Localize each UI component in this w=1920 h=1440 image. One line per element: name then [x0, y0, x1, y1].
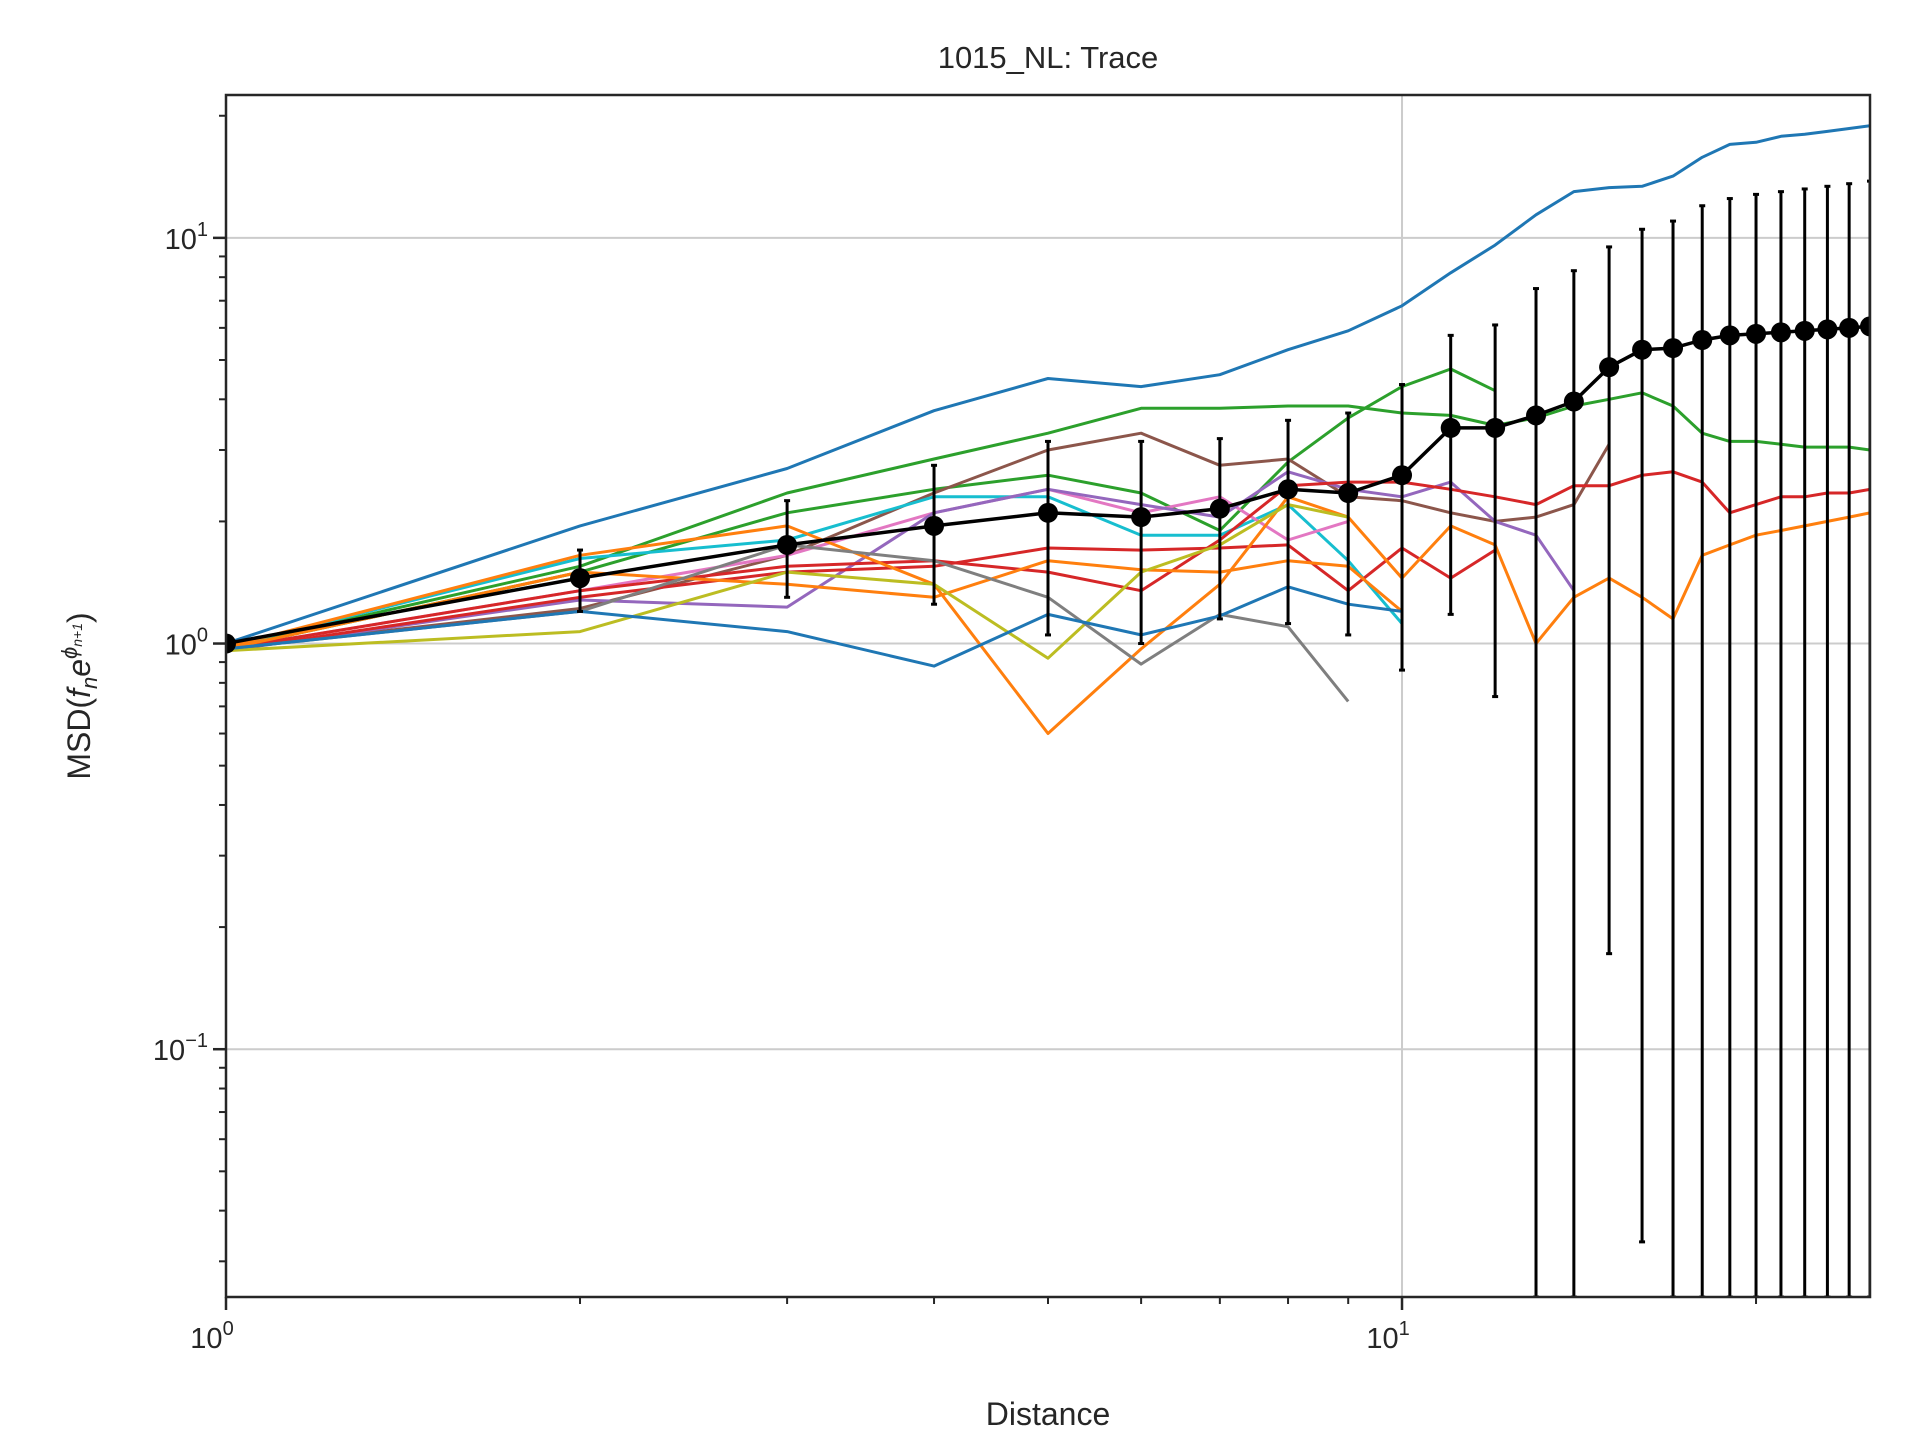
x-tick-label: 100 [190, 1318, 233, 1355]
y-tick-exponent: 1 [197, 219, 208, 241]
mean-point [1839, 317, 1860, 338]
ylabel-suffix: ) [61, 612, 97, 623]
ylabel-phi-sub: n+1 [69, 623, 85, 647]
series-line-9 [226, 543, 1496, 653]
mean-point [1719, 325, 1740, 346]
y-tick-exponent: 0 [197, 625, 208, 647]
mean-point [1485, 417, 1506, 438]
mean-point [1770, 322, 1791, 343]
y-tick-label: 101 [165, 219, 208, 256]
y-tick-exponent: −1 [185, 1030, 208, 1052]
mean-point [1746, 323, 1767, 344]
mean-point [226, 633, 236, 654]
x-tick-base: 10 [1366, 1323, 1398, 1355]
mean-point [1338, 483, 1359, 504]
mean-point [1663, 338, 1684, 359]
mean-point [1526, 405, 1547, 426]
mean-point [1794, 320, 1815, 341]
mean-point [1440, 417, 1461, 438]
mean-point [1392, 465, 1413, 486]
ylabel-e: e [61, 659, 97, 677]
mean-point [1817, 319, 1838, 340]
series-line-7 [226, 470, 1576, 653]
x-tick-base: 10 [190, 1323, 222, 1355]
mean-point [1563, 391, 1584, 412]
x-tick-exponent: 1 [1399, 1318, 1410, 1340]
x-axis-label: Distance [986, 1396, 1111, 1432]
mean-point [1632, 339, 1653, 360]
x-tick-exponent: 0 [223, 1318, 234, 1340]
y-tick-base: 10 [165, 224, 197, 256]
mean-point [1038, 502, 1058, 523]
mean-point [570, 568, 591, 589]
mean-point [1860, 316, 1870, 337]
chart-title: 1015_NL: Trace [938, 40, 1159, 75]
y-tick-base: 10 [165, 630, 197, 662]
y-tick-base: 10 [153, 1035, 185, 1067]
mean-point [1209, 498, 1230, 519]
mean-series-group [226, 179, 1870, 1297]
mean-point [1131, 507, 1152, 528]
ylabel-n: n [77, 677, 102, 689]
ylabel-prefix: MSD( [61, 698, 97, 780]
y-axis-label: MSD(fneϕn+1) [57, 612, 102, 779]
y-tick-label: 10−1 [153, 1030, 208, 1067]
mean-point [1599, 357, 1620, 378]
mean-point [777, 534, 798, 555]
series-line-12 [226, 503, 1349, 660]
mean-point [1692, 330, 1713, 351]
ylabel-phi: ϕ [57, 647, 82, 659]
x-tick-label: 101 [1366, 1318, 1409, 1355]
series-line-14 [226, 585, 1403, 668]
mean-point [1278, 479, 1299, 500]
mean-point [924, 515, 945, 536]
series-line-1 [226, 124, 1870, 645]
y-tick-label: 100 [165, 625, 208, 662]
